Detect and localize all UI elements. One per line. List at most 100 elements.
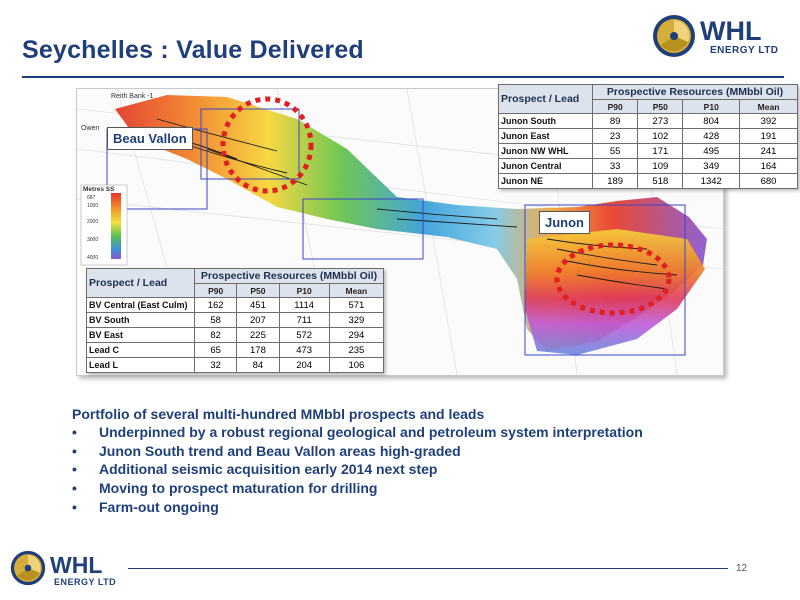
p10-value: 204 (278, 357, 330, 373)
p90-value: 89 (592, 113, 639, 129)
bullet-icon: • (72, 480, 77, 497)
mean-value: 680 (739, 173, 798, 189)
logo-subtitle: ENERGY LTD (54, 577, 117, 587)
p90-value: 82 (193, 327, 238, 343)
prospect-name: Junon NW WHL (497, 143, 594, 159)
mean-value: 164 (739, 158, 798, 174)
p50-value: 178 (236, 342, 280, 358)
mean-value: 191 (739, 128, 798, 144)
depth-tick: 4000 (87, 255, 99, 261)
p50-value: 84 (236, 357, 280, 373)
p90-value: 32 (193, 357, 238, 373)
p50-value: 451 (236, 297, 280, 313)
column-header-p90: P90 (193, 283, 238, 298)
bullet-text: Additional seismic acquisition early 201… (99, 461, 438, 478)
list-item: • Farm-out ongoing (72, 499, 772, 516)
junon-resources-table: Prospect / Lead Prospective Resources (M… (497, 84, 798, 189)
bullet-text: Junon South trend and Beau Vallon areas … (99, 442, 461, 459)
bullet-icon: • (72, 461, 77, 478)
logo-subtitle: ENERGY LTD (710, 45, 779, 56)
depth-legend-title: Metres SS (83, 186, 115, 193)
p50-value: 273 (637, 113, 684, 129)
owen-label: Owen (81, 125, 100, 132)
p90-value: 189 (592, 173, 639, 189)
column-header-p90: P90 (592, 99, 639, 114)
table-row: Junon NW WHL 55 171 495 241 (497, 143, 798, 159)
p90-value: 33 (592, 158, 639, 174)
p50-value: 207 (236, 312, 280, 328)
column-header-p50: P50 (236, 283, 280, 298)
p10-value: 711 (278, 312, 330, 328)
mean-value: 241 (739, 143, 798, 159)
junon-label: Junon (539, 211, 590, 234)
table-row: BV South 58 207 711 329 (86, 312, 385, 328)
list-item: • Moving to prospect maturation for drill… (72, 480, 772, 497)
summary-text: Portfolio of several multi-hundred MMbbl… (72, 406, 772, 516)
list-item: • Underpinned by a robust regional geolog… (72, 424, 772, 441)
column-header-mean: Mean (739, 99, 798, 114)
depth-tick: 2000 (87, 219, 99, 225)
depth-tick: 1000 (87, 203, 99, 209)
mean-value: 235 (328, 342, 385, 358)
table-header-resources: Prospective Resources (MMbbl Oil) (592, 84, 798, 100)
logo-wordmark: WHL (700, 16, 762, 46)
p10-value: 495 (682, 143, 741, 159)
p50-value: 102 (637, 128, 684, 144)
list-item: • Additional seismic acquisition early 20… (72, 461, 772, 478)
table-row: Junon NE 189 518 1342 680 (497, 173, 798, 189)
bullet-icon: • (72, 442, 77, 459)
bullet-icon: • (72, 498, 77, 515)
column-header-p10: P10 (682, 99, 741, 114)
prospect-name: Junon NE (497, 173, 594, 189)
footer-divider (128, 568, 728, 569)
table-row: Lead C 65 178 473 235 (86, 342, 385, 358)
p50-value: 225 (236, 327, 280, 343)
p10-value: 1114 (278, 297, 330, 313)
logo-mark-icon (653, 15, 695, 57)
page-number: 12 (736, 563, 748, 574)
footer-logo: WHL ENERGY LTD (10, 550, 118, 588)
depth-tick: 687 (87, 195, 96, 201)
table-header-resources: Prospective Resources (MMbbl Oil) (193, 268, 385, 284)
prospect-name: BV Central (East Culm) (86, 297, 195, 313)
p10-value: 804 (682, 113, 741, 129)
table-header-prospect: Prospect / Lead (86, 268, 195, 298)
prospect-name: Junon South (497, 113, 594, 129)
p90-value: 55 (592, 143, 639, 159)
depth-tick: 3000 (87, 237, 99, 243)
prospect-name: Lead C (86, 342, 195, 358)
mean-value: 392 (739, 113, 798, 129)
beau-vallon-label: Beau Vallon (107, 127, 193, 150)
prospect-name: BV South (86, 312, 195, 328)
prospect-name: Junon Central (497, 158, 594, 174)
beau-vallon-highlight (220, 96, 314, 194)
bullet-icon: • (72, 424, 77, 440)
title-divider (22, 76, 784, 78)
p10-value: 349 (682, 158, 741, 174)
p50-value: 171 (637, 143, 684, 159)
prospect-name: Junon East (497, 128, 594, 144)
p90-value: 58 (193, 312, 238, 328)
prospect-name: Lead L (86, 357, 195, 373)
p90-value: 65 (193, 342, 238, 358)
summary-lead: Portfolio of several multi-hundred MMbbl… (72, 406, 485, 422)
mean-value: 106 (328, 357, 385, 373)
p10-value: 572 (278, 327, 330, 343)
column-header-p50: P50 (637, 99, 684, 114)
p10-value: 428 (682, 128, 741, 144)
junon-lobe (525, 229, 705, 355)
slide-title: Seychelles : Value Delivered (22, 36, 364, 64)
beau-vallon-resources-table: Prospect / Lead Prospective Resources (M… (86, 268, 385, 373)
junon-highlight (554, 242, 672, 316)
bullet-list: • Underpinned by a robust regional geolog… (72, 424, 772, 516)
p90-value: 162 (193, 297, 238, 313)
p10-value: 473 (278, 342, 330, 358)
table-row: Junon South 89 273 804 392 (497, 113, 798, 129)
p50-value: 109 (637, 158, 684, 174)
table-row: Junon Central 33 109 349 164 (497, 158, 798, 174)
p50-value: 518 (637, 173, 684, 189)
logo-mark-icon (10, 550, 46, 586)
depth-legend (80, 184, 128, 266)
p10-value: 1342 (682, 173, 741, 189)
table-row: Lead L 32 84 204 106 (86, 357, 385, 373)
